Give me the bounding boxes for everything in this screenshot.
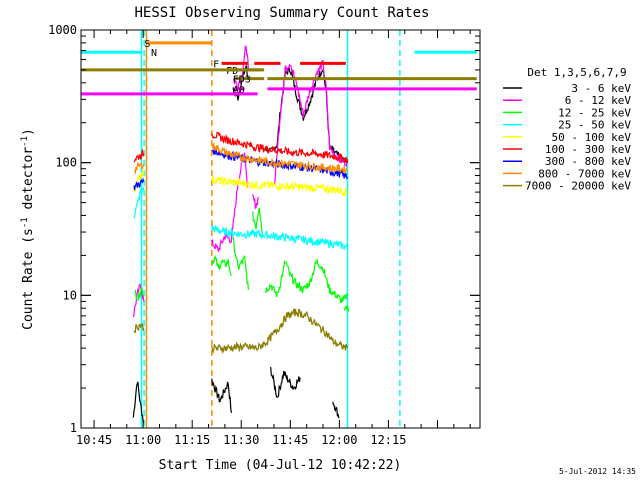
series-3-segment-4 [252,207,264,237]
x-tick-label-1215: 12:15 [370,433,406,447]
y-axis-label-end: ) [21,128,36,136]
series-6-segment-1 [133,148,145,163]
legend-label-8: 800 - 7000 keV [538,167,631,180]
series-9-segment-1 [133,322,145,334]
series-5-segment-1 [133,169,145,193]
series-3-segment-5 [265,258,349,303]
x-tick-label-1145: 11:45 [272,433,308,447]
y-axis-label-main: Count Rate (s [21,228,36,330]
series-3-segment-2 [211,254,232,277]
series-5 [133,169,348,197]
series-1-segment-1 [132,381,145,423]
plot-frame [80,29,481,429]
legend-label-1: 3 - 6 keV [571,82,631,95]
series-8-segment-1 [133,161,145,175]
series-1-segment-2 [211,378,232,413]
y-axis-label-mid: detector [21,147,36,218]
y-tick-label-100: 100 [55,156,77,170]
legend-title: Det 1,3,5,6,7,9 [527,66,626,79]
y-axis-label: Count Rate (s-1 detector-1) [20,128,36,330]
x-tick-label-1200: 12:00 [321,433,357,447]
series-8 [133,142,348,175]
legend-label-4: 25 - 50 keV [558,119,631,132]
flag-label-3: S [144,39,150,50]
series-3 [134,207,350,313]
y-tick-label-1000: 1000 [48,23,77,37]
chart-title: HESSI Observing Summary Count Rates [134,5,429,21]
series-2-segment-2 [211,152,249,252]
series-3-segment-6 [343,305,350,313]
x-tick-label-1045: 10:45 [76,433,112,447]
series-9 [133,308,349,355]
flag-label-5: F [213,59,219,70]
series-3-segment-1 [134,286,144,301]
flag-label-4: N [151,48,157,59]
legend-label-2: 6 - 12 keV [565,94,632,107]
series-4-segment-1 [133,186,145,219]
x-axis-ticks: 10:45 11:00 11:15 11:30 11:45 12:00 12:15 [76,30,471,447]
x-tick-label-1100: 11:00 [125,433,161,447]
flag-bars: SNFFDFD3A0 [81,39,477,96]
flag-label-13: A0 [233,85,245,96]
series-6 [133,131,349,164]
y-tick-label-10: 10 [63,288,77,302]
series-3-segment-3 [232,236,249,290]
flag-label-11: FD3 [233,75,251,86]
series-1-segment-6 [332,401,340,419]
y-axis-label-sup2: -1 [20,136,30,147]
series-2-segment-4 [252,194,260,210]
x-tick-label-1130: 11:30 [223,433,259,447]
series-1-segment-5 [270,366,301,398]
footer-date: 5-Jul-2012 14:35 [559,467,636,476]
x-axis-label: Start Time (04-Jul-12 10:42:22) [159,458,402,473]
series-6-segment-2 [211,131,349,164]
series-layer [132,45,350,423]
legend-label-9: 7000 - 20000 keV [525,180,631,193]
series-9-segment-2 [211,308,349,355]
series-7-segment-1 [133,177,145,191]
y-axis-label-sup1: -1 [20,217,30,228]
y-tick-label-1: 1 [70,421,77,435]
legend-label-7: 300 - 800 keV [545,155,631,168]
legend-label-6: 100 - 300 keV [545,143,631,156]
legend-label-5: 50 - 100 keV [552,131,632,144]
series-2-segment-3 [232,45,249,90]
series-8-segment-2 [211,142,348,174]
series-4 [133,186,349,251]
series-5-segment-2 [211,175,348,197]
y-axis-ticks: 1 10 100 1000 [48,23,480,435]
x-tick-label-1115: 11:15 [174,433,210,447]
series-4-segment-2 [211,224,349,251]
vertical-markers [140,30,401,428]
legend-label-3: 12 - 25 keV [558,106,631,119]
